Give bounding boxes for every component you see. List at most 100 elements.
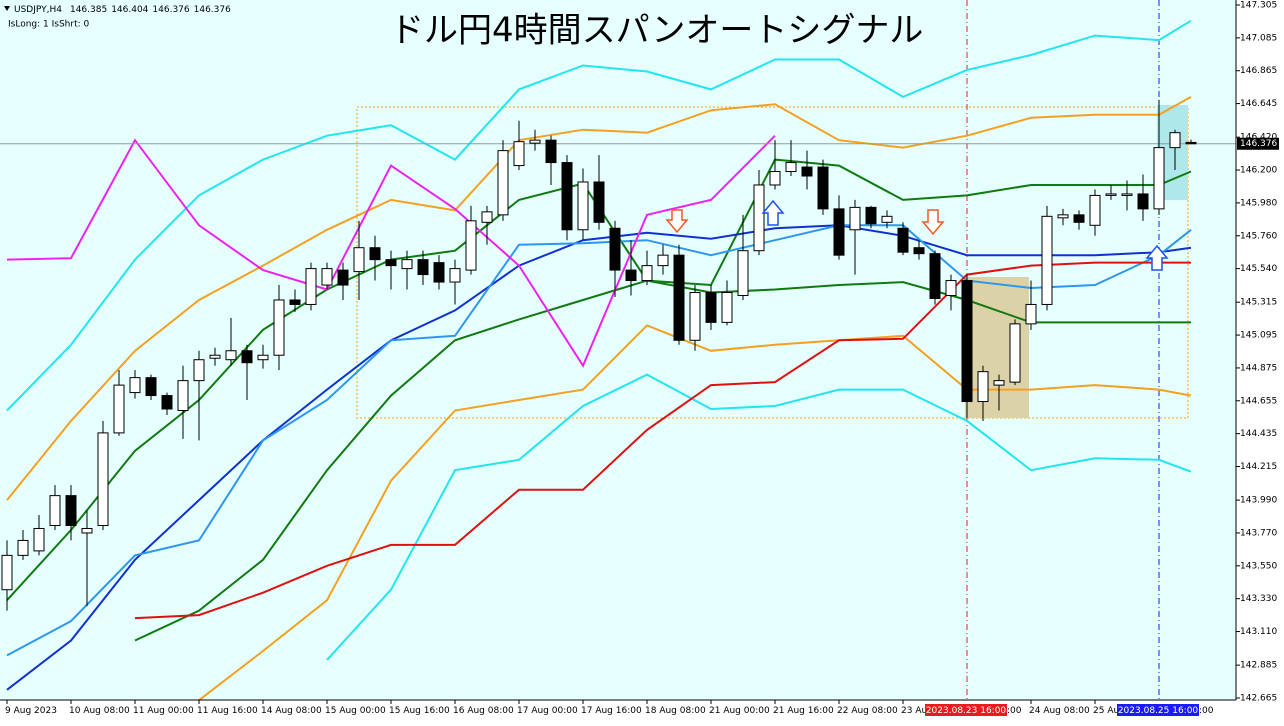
x-tick-label: 21 Aug 16:00 [773, 706, 834, 716]
candle-body [961, 280, 973, 403]
x-tick-label: 16 Aug 08:00 [453, 706, 514, 716]
y-tick-label: 146.645 [1240, 99, 1277, 109]
candle-body [817, 166, 829, 210]
candle-body [497, 150, 509, 216]
candle-body [593, 181, 605, 223]
plot-background [0, 0, 1236, 700]
candle-body [625, 269, 637, 282]
candle-body [849, 206, 861, 231]
indicator-line [326, 373, 1192, 661]
candle-body [1121, 193, 1133, 196]
candle-body [689, 292, 701, 341]
candle-body [881, 215, 893, 223]
y-tick-label: 144.875 [1240, 363, 1277, 373]
x-tick-label: 17 Aug 16:00 [581, 706, 642, 716]
candle-body [417, 259, 429, 276]
candle-body [945, 280, 957, 296]
x-tick-label: 23 Au [901, 706, 927, 716]
candle-body [753, 184, 765, 252]
indicator-line [6, 134, 776, 368]
x-tick-label: 11 Aug 16:00 [197, 706, 258, 716]
x-tick-label: 17 Aug 00:00 [517, 706, 578, 716]
candle-body [273, 299, 285, 356]
collapse-icon [4, 6, 10, 11]
x-tick-label: 18 Aug 08:00 [645, 706, 706, 716]
x-tick-label: 10 Aug 08:00 [69, 706, 130, 716]
x-tick-label: 22 Aug 08:00 [837, 706, 898, 716]
candle-body [673, 254, 685, 341]
candle-body [209, 354, 221, 359]
y-tick-label: 145.760 [1240, 231, 1277, 241]
y-tick-label: 146.865 [1240, 66, 1277, 76]
candle-body [1057, 214, 1069, 219]
y-tick-label: 142.665 [1240, 694, 1277, 704]
y-tick-label: 146.420 [1240, 133, 1277, 143]
candle-body [737, 250, 749, 296]
candle-body [481, 211, 493, 223]
candle-body [513, 141, 525, 167]
candle-body [65, 495, 77, 526]
candle-body [769, 171, 781, 186]
candle-body [225, 350, 237, 361]
y-tick-label: 143.330 [1240, 594, 1277, 604]
candle-body [1073, 214, 1085, 223]
y-tick-label: 145.095 [1240, 331, 1277, 341]
candle-body [97, 432, 109, 526]
candle-body [1185, 141, 1197, 145]
candle-body [257, 354, 269, 361]
candle-body [1169, 132, 1181, 149]
candle-body [993, 380, 1005, 386]
candle-body [81, 527, 93, 534]
x-tick-label: 9 Aug 2023 [5, 706, 57, 716]
x-tick-label: 11 Aug 00:00 [133, 706, 194, 716]
candle-body [529, 139, 541, 144]
candle-body [785, 162, 797, 173]
buy-arrow [1145, 244, 1169, 271]
header: USDJPY,H4 146.385 146.404 146.376 146.376 [14, 5, 231, 15]
candle-body [1009, 323, 1021, 383]
y-tick-label: 143.550 [1240, 561, 1277, 571]
y-tick-label: 144.655 [1240, 396, 1277, 406]
y-tick-label: 144.435 [1240, 429, 1277, 439]
candle-body [865, 206, 877, 225]
candle-body [177, 380, 189, 411]
candle-body [801, 166, 813, 177]
candle-body [305, 268, 317, 305]
candle-body [161, 395, 173, 410]
indicator-line [198, 324, 1192, 701]
x-tick-label: 21 Aug 00:00 [709, 706, 770, 716]
candle-body [337, 269, 349, 286]
candle-body [897, 227, 909, 253]
y-tick-label: 145.315 [1240, 298, 1277, 308]
y-tick-label: 143.770 [1240, 528, 1277, 538]
x-tick-label: 14 Aug 08:00 [261, 706, 322, 716]
candle-body [449, 268, 461, 283]
candle-body [193, 359, 205, 382]
indicator-line [6, 19, 1192, 412]
candle-body [1, 554, 13, 591]
candle-body [353, 247, 365, 273]
candle-body [241, 350, 253, 364]
candle-body [545, 139, 557, 164]
candle-body [561, 162, 573, 231]
candle-body [833, 208, 845, 256]
candle-body [385, 259, 397, 267]
y-tick-label: 144.215 [1240, 462, 1277, 472]
y-tick-label: 146.200 [1240, 166, 1277, 176]
candle-body [145, 377, 157, 397]
candle-body [657, 254, 669, 267]
time-label-box [1117, 704, 1199, 716]
candle-body [49, 495, 61, 526]
candle-body [577, 181, 589, 231]
time-label-box [925, 704, 1007, 716]
candle-body [977, 371, 989, 403]
x-tick-label: 15 Aug 16:00 [389, 706, 450, 716]
candle-body [1153, 147, 1165, 210]
sell-arrow [921, 209, 945, 236]
price-label: 146.376 [1240, 139, 1277, 149]
y-tick-label: 143.990 [1240, 496, 1277, 506]
candle-body [721, 292, 733, 323]
x-tick-tail: :00 [1199, 706, 1214, 716]
candle-body [1041, 215, 1053, 305]
